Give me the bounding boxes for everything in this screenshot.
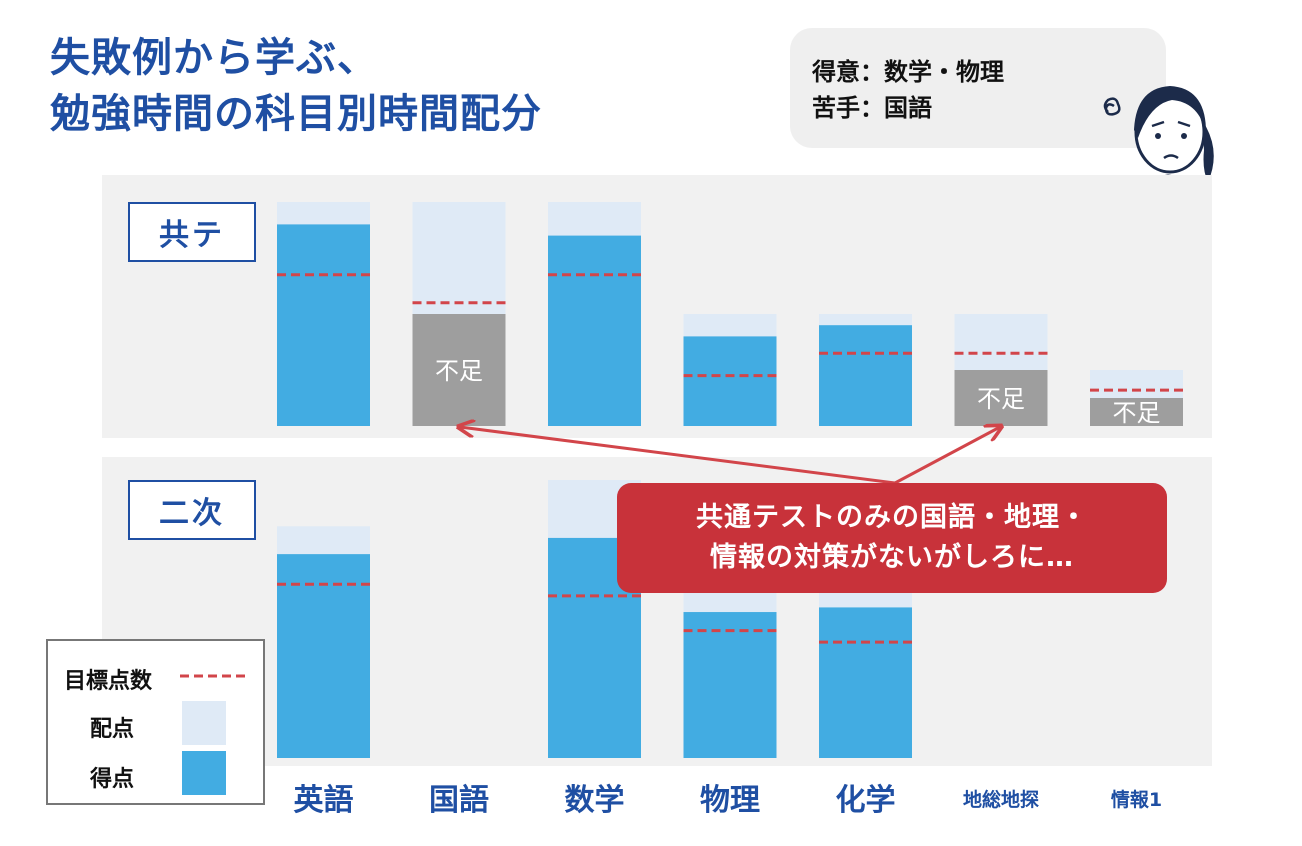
panel-label-common: 共テ bbox=[128, 202, 256, 262]
bar-score bbox=[683, 336, 777, 426]
x-tick-label: 物理 bbox=[700, 783, 760, 818]
bar-score bbox=[683, 612, 777, 758]
x-tick-label: 化学 bbox=[835, 783, 896, 818]
callout-box: 共通テストのみの国語・地理・ 情報の対策がないがしろに… bbox=[617, 483, 1167, 593]
arrow-to-japanese bbox=[460, 427, 896, 485]
x-tick-label: 国語 bbox=[429, 783, 489, 818]
legend-full-label: 配点 bbox=[90, 717, 135, 742]
x-tick-label: 地総地探 bbox=[962, 789, 1039, 811]
page-title: 失敗例から学ぶ、 勉強時間の科目別時間配分 bbox=[50, 30, 542, 142]
bar-score-lacking bbox=[1090, 398, 1183, 426]
title-line-1: 失敗例から学ぶ、 bbox=[50, 35, 378, 81]
bar-score bbox=[548, 235, 641, 426]
title-line-2: 勉強時間の科目別時間配分 bbox=[50, 91, 542, 137]
speech-weakness: 苦手：国語 bbox=[812, 94, 932, 122]
speech-strength: 得意：数学・物理 bbox=[812, 58, 1004, 86]
callout-line-1: 共通テストのみの国語・地理・ bbox=[696, 502, 1088, 533]
callout-line-2: 情報の対策がないがしろに… bbox=[710, 542, 1074, 573]
bar-score bbox=[819, 607, 912, 758]
bar-score-lacking bbox=[412, 314, 506, 426]
bar-score bbox=[819, 325, 912, 426]
speech-bubble: 得意：数学・物理 苦手：国語 bbox=[790, 28, 1166, 148]
lack-label: 不足 bbox=[435, 357, 483, 385]
x-tick-label: 数学 bbox=[564, 783, 625, 818]
bar-score bbox=[277, 554, 370, 758]
arrow-to-geography bbox=[894, 427, 1000, 485]
legend-score-label: 得点 bbox=[90, 767, 135, 792]
legend: 目標点数 配点 得点 bbox=[46, 639, 265, 805]
legend-full-swatch bbox=[182, 701, 226, 745]
lack-label: 不足 bbox=[977, 385, 1025, 413]
legend-score-swatch bbox=[182, 751, 226, 795]
panel-label-secondary: 二次 bbox=[128, 480, 256, 540]
legend-target-line bbox=[180, 674, 246, 678]
bar-score-lacking bbox=[954, 370, 1048, 426]
x-tick-label: 英語 bbox=[293, 783, 354, 818]
lack-label: 不足 bbox=[1113, 399, 1161, 427]
bar-score bbox=[277, 224, 370, 426]
x-tick-label: 情報1 bbox=[1110, 789, 1163, 811]
legend-target-label: 目標点数 bbox=[64, 669, 153, 694]
